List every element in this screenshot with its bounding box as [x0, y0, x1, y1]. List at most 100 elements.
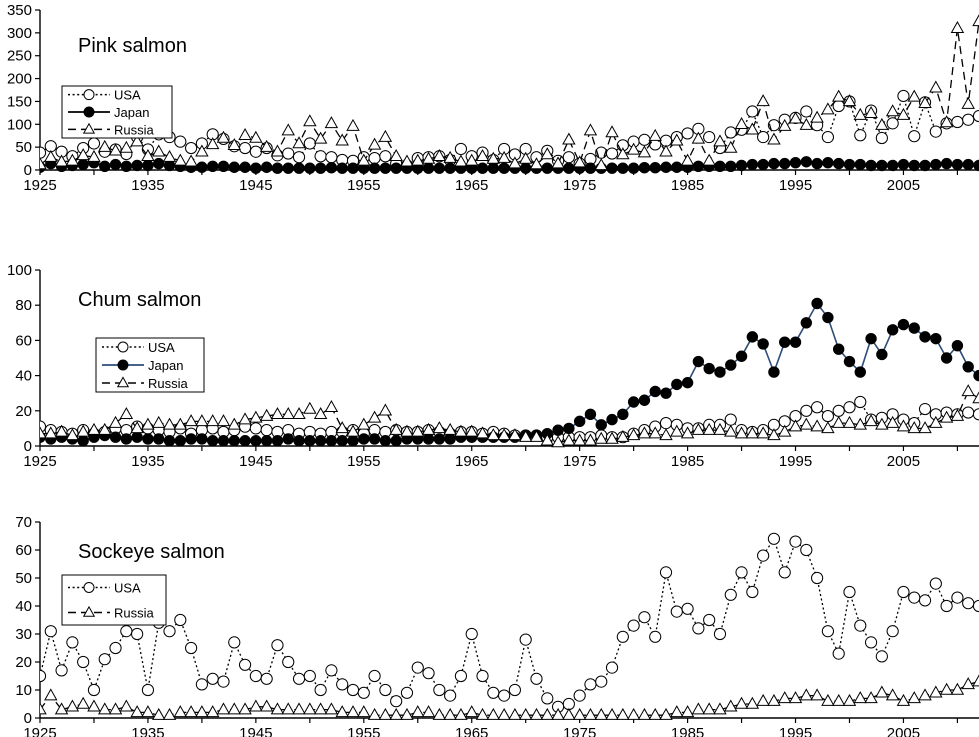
data-point-usa-1956: [368, 669, 381, 683]
data-point-japan-1980: [627, 162, 640, 174]
data-point-russia-1937: [162, 707, 177, 720]
data-point-russia-1979: [616, 707, 630, 720]
data-point-japan-2011: [962, 158, 974, 171]
data-point-russia-1992: [756, 693, 770, 706]
data-point-japan-2002: [865, 159, 877, 172]
data-point-japan-1939: [185, 433, 197, 445]
data-point-russia-1982: [648, 128, 662, 141]
y-tick-label: 200: [7, 71, 32, 88]
y-tick-label: 150: [7, 93, 32, 110]
data-point-russia-1990: [734, 696, 749, 709]
data-point-russia-2004: [885, 688, 900, 701]
data-point-russia-1993: [767, 132, 781, 145]
data-point-usa-1953: [336, 678, 349, 691]
data-point-russia-2002: [864, 691, 878, 704]
data-point-usa-1938: [174, 135, 187, 148]
data-point-usa-2001: [854, 619, 867, 632]
data-point-japan-1936: [153, 433, 165, 445]
data-point-usa-2000: [843, 585, 856, 599]
data-point-russia-1958: [389, 422, 403, 435]
data-point-russia-1967: [486, 707, 501, 720]
plot-area: [40, 297, 979, 448]
data-point-russia-1984: [670, 133, 684, 146]
data-point-japan-1988: [714, 366, 726, 378]
data-point-russia-1980: [626, 142, 641, 155]
data-point-russia-1953: [335, 133, 349, 146]
y-tick-label: 40: [15, 598, 32, 615]
data-point-russia-1939: [184, 414, 198, 427]
data-point-russia-2007: [918, 421, 932, 434]
data-point-japan-2001: [854, 366, 866, 378]
data-point-russia-1949: [292, 407, 306, 420]
data-point-japan-1957: [379, 162, 392, 174]
data-point-japan-1956: [368, 433, 381, 445]
data-point-russia-1956: [367, 707, 382, 720]
data-point-russia-1970: [518, 707, 533, 720]
data-point-japan-1962: [433, 162, 446, 174]
y-tick-label: 250: [7, 48, 32, 65]
data-point-usa-1961: [422, 667, 435, 680]
data-point-japan-2004: [886, 159, 899, 172]
series-line-russia: [40, 390, 979, 444]
x-tick-label: 1975: [563, 177, 596, 194]
data-point-usa-2000: [843, 401, 856, 414]
data-point-russia-1945: [249, 410, 263, 423]
data-point-usa-1984: [670, 605, 683, 618]
data-point-russia-1936: [151, 415, 166, 428]
chart-panel-0: 0 50 100 150 200 250 300 350 1925 1935 1945 1955 196…: [7, 2, 979, 194]
data-point-usa-1965: [465, 627, 478, 641]
data-point-usa-2003: [875, 131, 888, 145]
x-tick-label: 1945: [239, 453, 272, 470]
data-point-russia-1956: [367, 410, 382, 423]
data-point-russia-1986: [691, 702, 706, 715]
plot-area: [40, 532, 979, 720]
data-point-russia-1977: [594, 431, 608, 444]
data-point-russia-1979: [616, 429, 630, 442]
data-point-usa-2012: [972, 408, 979, 421]
series-usa: [40, 532, 979, 713]
y-tick-label: 30: [15, 626, 32, 643]
data-point-russia-1989: [724, 699, 738, 712]
data-point-japan-1947: [271, 162, 284, 174]
data-point-usa-2006: [908, 591, 921, 604]
data-point-russia-1971: [529, 429, 544, 442]
data-point-russia-2006: [907, 89, 921, 102]
data-point-russia-1955: [357, 417, 371, 430]
data-point-usa-1954: [346, 683, 360, 697]
data-point-japan-2007: [919, 331, 931, 343]
data-point-russia-1963: [443, 422, 457, 435]
data-point-japan-1936: [153, 157, 165, 170]
data-point-usa-1925: [40, 146, 47, 159]
x-tick-label: 1925: [23, 725, 56, 737]
data-point-russia-2012: [972, 14, 979, 27]
data-point-usa-2011: [962, 597, 975, 610]
data-point-usa-1944: [238, 658, 252, 671]
x-tick-label: 1985: [671, 453, 704, 470]
data-point-japan-1953: [336, 435, 348, 447]
data-point-russia-1984: [670, 705, 684, 718]
data-point-usa-1947: [271, 639, 284, 652]
data-point-russia-2008: [929, 80, 943, 93]
data-point-usa-1948: [282, 147, 295, 160]
data-point-russia-1963: [443, 150, 457, 163]
data-point-russia-1953: [335, 421, 349, 434]
chart-title: Sockeye salmon: [78, 541, 225, 563]
data-point-russia-1946: [259, 408, 274, 421]
data-point-russia-1939: [184, 705, 198, 718]
data-point-japan-1944: [239, 435, 251, 447]
data-point-japan-2007: [919, 159, 931, 172]
data-point-usa-1939: [185, 141, 198, 155]
data-point-japan-1983: [660, 387, 672, 399]
data-point-russia-1996: [799, 417, 814, 430]
data-point-russia-1934: [130, 421, 144, 434]
data-point-russia-1927: [54, 154, 69, 167]
data-point-usa-1991: [746, 105, 759, 118]
data-point-russia-2007: [918, 95, 932, 108]
x-tick-label: 1955: [347, 725, 380, 737]
data-point-russia-1948: [281, 407, 295, 420]
data-point-russia-1980: [626, 707, 641, 720]
legend-label-usa: USA: [114, 581, 141, 596]
data-point-japan-2005: [897, 158, 910, 171]
data-point-russia-1929: [76, 696, 90, 709]
data-point-russia-1993: [767, 693, 781, 706]
